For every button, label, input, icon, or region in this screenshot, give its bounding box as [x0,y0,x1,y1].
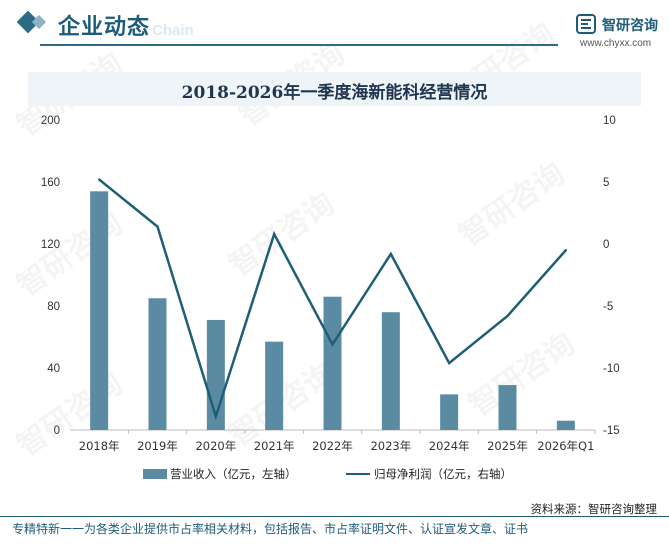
y-left-tick-label: 120 [41,239,60,251]
header-watermark: Chain [152,22,194,39]
header-divider [40,44,558,46]
page-header: Chain 企业动态 智研咨询 www.chyxx.com [0,0,669,56]
y-left-tick-label: 0 [54,425,60,437]
y-right-tick-label: -10 [603,363,620,375]
y-right-tick-label: 0 [603,239,609,251]
logo-icon [576,14,596,34]
bar [440,394,459,430]
y-right-tick-label: 5 [603,177,609,189]
x-tick-label: 2018年 [79,439,120,453]
y-left-tick-label: 160 [41,177,60,189]
line-point [214,415,218,418]
legend-line-label: 归母净利润（亿元，右轴） [374,467,512,481]
line-point [156,225,159,228]
x-tick-label: 2021年 [254,439,295,453]
line-point [447,361,451,365]
logo-name: 智研咨询 [602,18,658,34]
title-band [28,72,641,106]
x-tick-label: 2020年 [195,439,236,453]
chart-area: 0 40 80 120 160 200 -15 -10 -5 0 5 10 2018年 2019年 2020… [41,115,620,453]
x-tick-label: 2019年 [137,439,178,453]
bar [556,420,575,430]
legend-line-swatch [346,473,370,475]
bar [148,298,167,430]
bar [381,312,400,430]
x-tick-label: 2022年 [312,439,353,453]
y-right-tick-label: -15 [603,425,620,437]
bar [265,341,284,430]
line-point [564,249,568,252]
line-point [97,178,101,181]
line-point [389,252,393,256]
line-point [506,314,509,318]
bar [90,191,109,430]
legend-bar-label: 营业收入（亿元，左轴） [170,467,297,481]
x-tick-label: 2023年 [370,439,411,453]
line-point [272,232,276,236]
y-left-tick-label: 80 [47,301,60,313]
footer-text: 专精特新一一为各类企业提供市占率相关材料，包括报告、市占率证明文件、认证宣发文章… [12,522,529,536]
footer-divider [0,516,669,517]
legend-bar-swatch [143,469,167,479]
bar [323,296,342,430]
x-tick-label: 2026年Q1 [537,439,594,453]
source-note: 资料来源：智研咨询整理 [530,502,658,516]
x-tick-label: 2024年 [429,439,470,453]
y-left-tick-label: 40 [47,363,60,375]
footer [0,517,669,545]
line-point [331,343,334,346]
chart-title: 2018-2026年一季度海新能科经营情况 [181,83,488,103]
bar [498,385,517,430]
y-right-tick-label: 10 [603,115,616,127]
section-title: 企业动态 [58,15,151,40]
y-right-tick-label: -5 [603,301,613,313]
x-tick-label: 2025年 [487,439,528,453]
y-left-tick-label: 200 [41,115,60,127]
logo-url: www.chyxx.com [580,38,652,49]
